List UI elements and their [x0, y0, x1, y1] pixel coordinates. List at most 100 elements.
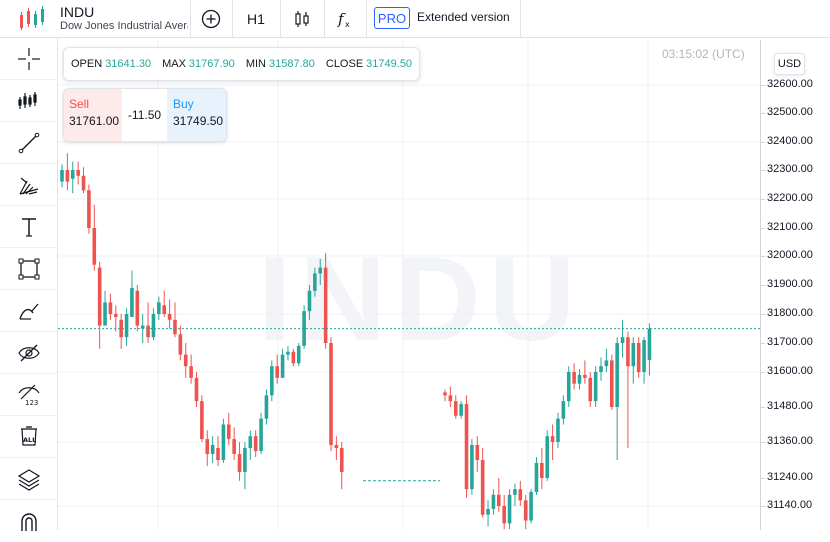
- brush-tool[interactable]: [0, 290, 58, 332]
- candle-body: [318, 267, 323, 274]
- candle-body: [97, 267, 102, 326]
- candle-body: [323, 267, 328, 343]
- axis-tick-mark: [761, 228, 765, 229]
- sell-label: Sell: [69, 97, 90, 111]
- axis-tick-label: 31360.00: [767, 435, 813, 447]
- add-symbol-button[interactable]: [191, 0, 231, 38]
- magnet-tool[interactable]: [0, 500, 58, 542]
- candle-body: [119, 319, 123, 338]
- price-chart[interactable]: [58, 40, 760, 530]
- candle-body: [108, 302, 113, 314]
- candle-body: [162, 305, 167, 314]
- chart-type-button[interactable]: [281, 0, 323, 38]
- candle-body: [135, 290, 140, 326]
- axis-tick-mark: [761, 256, 765, 257]
- candle-body: [157, 302, 161, 314]
- candle-body: [534, 463, 539, 492]
- open-value: 31641.30: [105, 58, 152, 70]
- trend-line-icon: [18, 132, 40, 153]
- indicators-button[interactable]: f x: [325, 0, 365, 38]
- close-value: 31749.50: [366, 58, 413, 70]
- max-label: MAX: [162, 58, 186, 70]
- candle-body: [459, 404, 463, 416]
- candle-body: [443, 392, 447, 396]
- svg-text:x: x: [345, 20, 350, 29]
- pitchfork-tool[interactable]: [0, 164, 58, 206]
- currency-button[interactable]: USD: [774, 53, 805, 75]
- candle-body: [210, 445, 215, 454]
- ohlc-panel: OPEN 31641.30 MAX 31767.90 MIN 31587.80 …: [63, 47, 421, 81]
- candle-body: [237, 454, 242, 472]
- axis-tick-label: 31700.00: [767, 336, 813, 348]
- candle-settings-tool[interactable]: [0, 80, 58, 122]
- hide-drawings-tool[interactable]: [0, 332, 58, 374]
- logo-icon: [20, 6, 44, 30]
- candle-body: [221, 424, 226, 460]
- divider: [366, 0, 367, 38]
- hide-values-tool[interactable]: 123: [0, 374, 58, 416]
- extended-version-link[interactable]: Extended version: [417, 10, 510, 24]
- candle-body: [583, 374, 587, 378]
- candle-body: [194, 377, 199, 402]
- axis-tick-label: 32500.00: [767, 106, 813, 118]
- buy-button[interactable]: Buy 31749.50: [167, 89, 226, 141]
- axis-tick-mark: [761, 506, 765, 507]
- trend-line-tool[interactable]: [0, 122, 58, 164]
- candle-body: [329, 343, 333, 445]
- trade-panel: Sell 31761.00 -11.50 Buy 31749.50: [63, 88, 227, 142]
- candle-body: [81, 175, 86, 191]
- axis-tick-mark: [761, 478, 765, 479]
- candle-body: [189, 366, 193, 378]
- candle-body: [92, 228, 97, 265]
- crosshair-tool[interactable]: [0, 38, 58, 80]
- candle-body: [151, 314, 156, 338]
- candle-body: [313, 273, 317, 291]
- candle-body: [475, 445, 480, 460]
- layers-icon: [17, 468, 41, 491]
- layers-tool[interactable]: [0, 458, 58, 500]
- candle-body: [550, 436, 555, 442]
- candle-body: [566, 372, 571, 402]
- axis-tick-label: 31600.00: [767, 365, 813, 377]
- timeframe-button[interactable]: H1: [247, 11, 265, 27]
- rectangle-icon: [18, 258, 40, 279]
- candle-body: [491, 494, 496, 509]
- buy-price: 31749.50: [173, 114, 224, 128]
- min-label: MIN: [245, 58, 266, 70]
- candle-body: [103, 302, 107, 326]
- candle-body: [556, 418, 560, 442]
- candle-body: [636, 343, 641, 372]
- svg-text:f: f: [337, 10, 346, 28]
- text-icon: [22, 217, 36, 237]
- hide-values-label: 123: [25, 399, 38, 407]
- candle-body: [280, 354, 285, 378]
- symbol-name[interactable]: INDU: [60, 4, 95, 20]
- axis-tick-label: 31240.00: [767, 471, 813, 483]
- candle-body: [259, 418, 263, 451]
- candle-body: [631, 343, 636, 367]
- rectangle-tool[interactable]: [0, 248, 58, 290]
- drawing-toolbar: 123 ALL: [0, 38, 58, 531]
- candle-body: [626, 337, 630, 367]
- min-value: 31587.80: [268, 58, 315, 70]
- top-toolbar: INDU Dow Jones Industrial Average H1 f x…: [0, 0, 830, 38]
- candle-body: [599, 366, 603, 372]
- candle-body: [216, 448, 220, 460]
- candlestick-icon: [295, 11, 309, 27]
- symbol-description[interactable]: Dow Jones Industrial Average: [60, 20, 188, 32]
- candle-body: [302, 311, 306, 346]
- sell-price: 31761.00: [69, 114, 120, 128]
- candle-body: [65, 170, 70, 182]
- chart-area[interactable]: INDU 03:15:02 (UTC) OPEN 31641.30 MAX 31…: [58, 40, 760, 530]
- open-label: OPEN: [71, 58, 103, 70]
- candle-body: [464, 404, 469, 490]
- price-axis[interactable]: USD 32600.00 32500.00 32400.00 32300.00 3220…: [760, 40, 830, 530]
- pro-badge[interactable]: PRO: [374, 7, 410, 29]
- axis-tick-mark: [761, 199, 765, 200]
- axis-tick-mark: [761, 142, 765, 143]
- candle-body: [226, 424, 231, 440]
- delete-all-tool[interactable]: ALL: [0, 416, 58, 458]
- candle-body: [339, 448, 344, 472]
- sell-button[interactable]: Sell 31761.00: [64, 89, 122, 141]
- text-tool[interactable]: [0, 206, 58, 248]
